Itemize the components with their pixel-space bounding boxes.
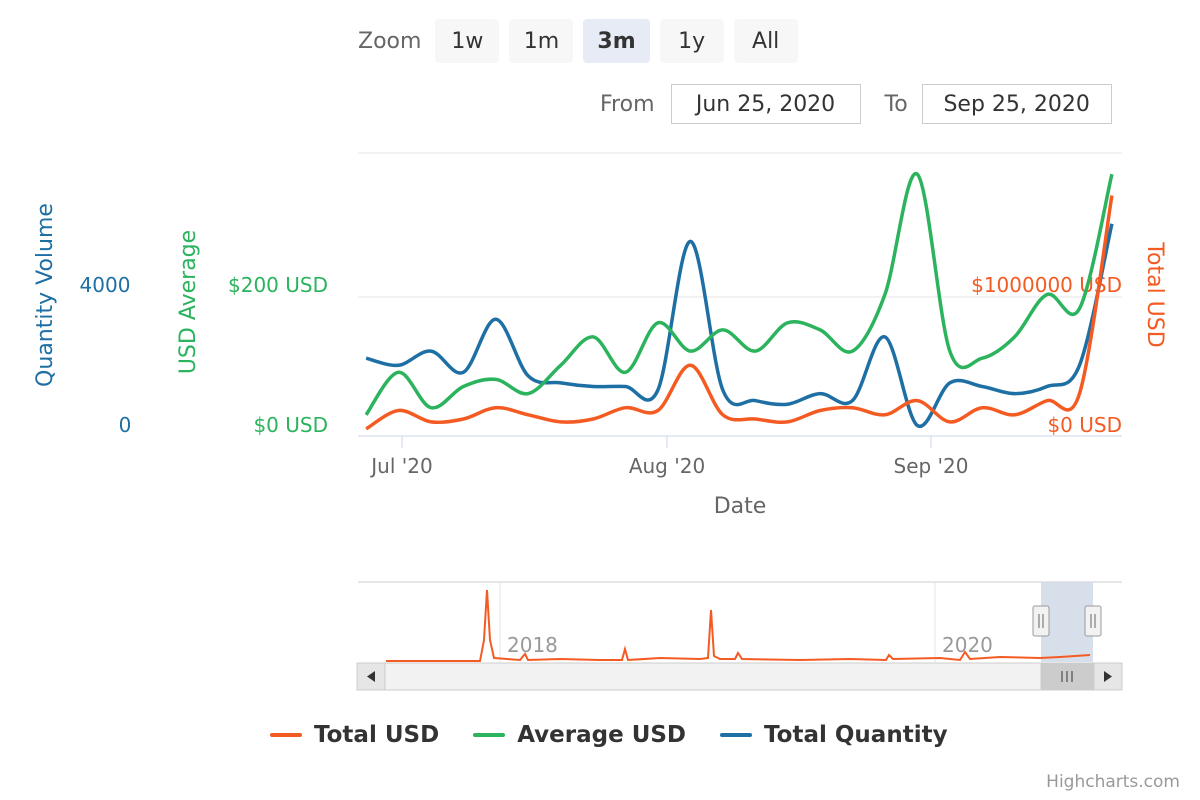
legend-item-average-usd[interactable]: Average USD — [473, 722, 686, 748]
quantity-tick-4000: 4000 — [80, 273, 131, 297]
from-date-input[interactable]: Jun 25, 2020 — [670, 84, 861, 124]
usd-average-tick-200: $200 USD — [228, 273, 328, 297]
x-tick-sep: Sep '20 — [894, 454, 969, 478]
usd-average-tick-0: $0 USD — [253, 413, 328, 437]
zoom-1w-button[interactable]: 1w — [435, 19, 500, 63]
date-range-selector: From Jun 25, 2020 To Sep 25, 2020 — [600, 84, 1112, 124]
navigator-left-handle[interactable] — [1032, 605, 1050, 637]
navigator-tick-2018: 2018 — [507, 633, 558, 657]
navigator-right-handle[interactable] — [1084, 605, 1102, 637]
legend-label-total-quantity: Total Quantity — [764, 722, 948, 748]
zoom-all-button[interactable]: All — [733, 19, 798, 63]
highcharts-credits[interactable]: Highcharts.com — [1046, 772, 1180, 792]
navigator-tick-2020: 2020 — [942, 633, 993, 657]
zoom-label: Zoom — [358, 28, 422, 54]
x-tick-jul: Jul '20 — [369, 454, 432, 478]
x-axis-title: Date — [714, 494, 767, 519]
series-line-average-usd[interactable] — [364, 172, 1114, 416]
zoom-3m-button[interactable]: 3m — [583, 19, 650, 63]
series-layer — [364, 172, 1114, 431]
legend-item-total-usd[interactable]: Total USD — [270, 722, 439, 748]
zoom-bar: Zoom 1w 1m 3m 1y All — [358, 18, 798, 64]
legend: Total USD Average USD Total Quantity — [270, 722, 948, 748]
legend-label-average-usd: Average USD — [517, 722, 687, 748]
usd-average-axis-title: USD Average — [176, 230, 201, 374]
chart-canvas: Quantity Volume 4000 0 USD Average $200 … — [33, 152, 1167, 691]
chevron-right-icon — [1104, 671, 1112, 682]
total-usd-tick-0: $0 USD — [1047, 413, 1122, 437]
scrollbar-track[interactable] — [356, 662, 1123, 691]
legend-swatch-average-usd — [473, 733, 506, 737]
zoom-1y-button[interactable]: 1y — [659, 19, 724, 63]
quantity-tick-0: 0 — [119, 413, 132, 437]
legend-swatch-total-quantity — [720, 733, 753, 737]
to-label: To — [884, 91, 908, 117]
quantity-axis-title: Quantity Volume — [33, 203, 58, 387]
legend-swatch-total-usd — [270, 733, 302, 737]
navigator[interactable]: 2018 2020 — [358, 581, 1122, 662]
x-tick-aug: Aug '20 — [629, 454, 705, 478]
chevron-left-icon — [367, 671, 375, 682]
legend-item-total-quantity[interactable]: Total Quantity — [720, 722, 948, 748]
scrollbar[interactable] — [356, 662, 1123, 691]
zoom-1m-button[interactable]: 1m — [509, 19, 574, 63]
navigator-series-total-usd — [386, 589, 1091, 662]
from-label: From — [600, 91, 655, 117]
legend-label-total-usd: Total USD — [314, 722, 440, 748]
total-usd-axis-title: Total USD — [1142, 241, 1167, 347]
series-line-total-usd[interactable] — [365, 195, 1114, 431]
to-date-input[interactable]: Sep 25, 2020 — [921, 84, 1112, 124]
series-line-total-quantity[interactable] — [365, 223, 1114, 428]
gridlines — [358, 152, 1122, 437]
navigator-selected-range[interactable] — [1041, 582, 1093, 662]
